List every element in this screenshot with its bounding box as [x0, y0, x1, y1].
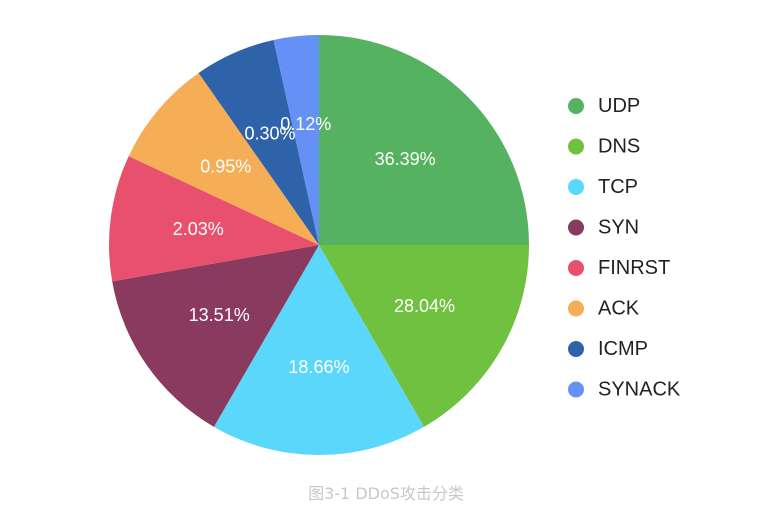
legend-marker-icmp — [568, 341, 584, 357]
legend-marker-syn — [568, 219, 584, 236]
pie-slice-tcp — [213, 245, 424, 455]
pie-slice-synack — [273, 35, 319, 245]
slice-label-dns: 28.04% — [394, 296, 455, 316]
figure-caption: 图3-1 DDoS攻击分类 — [308, 484, 464, 503]
slice-label-syn: 13.51% — [189, 305, 250, 325]
legend: UDP DNS TCP SYN FINRST ACK ICMP SYNACK — [568, 95, 681, 401]
slice-label-icmp: 0.30% — [244, 124, 295, 144]
legend-marker-tcp — [568, 179, 584, 195]
legend-marker-udp — [568, 98, 584, 114]
slice-label-ack: 0.95% — [200, 157, 251, 177]
legend-marker-ack — [568, 300, 584, 317]
slice-label-synack: 0.12% — [280, 114, 331, 134]
legend-label-icmp: ICMP — [598, 338, 648, 360]
pie-slice-ack — [128, 72, 319, 245]
legend-marker-finrst — [568, 260, 584, 276]
legend-label-dns: DNS — [598, 136, 640, 158]
pie-slice-syn — [112, 245, 319, 427]
legend-marker-dns — [568, 138, 584, 155]
legend-label-synack: SYNACK — [598, 379, 681, 401]
slice-label-udp: 36.39% — [375, 149, 436, 169]
slice-label-finrst: 2.03% — [173, 219, 224, 239]
pie-slice-labels: 36.39% 28.04% 18.66% 13.51% 2.03% 0.95% 0.30%0… — [173, 114, 455, 377]
pie-slice-dns — [319, 245, 529, 427]
pie-slice-icmp — [198, 39, 319, 245]
legend-marker-synack — [568, 381, 584, 398]
pie-slices — [108, 35, 529, 455]
legend-label-syn: SYN — [598, 217, 639, 239]
slice-label-tcp: 18.66% — [288, 357, 349, 377]
pie-slice-udp — [319, 35, 529, 245]
pie-slice-finrst — [108, 156, 319, 282]
legend-label-udp: UDP — [598, 95, 640, 117]
legend-label-tcp: TCP — [598, 176, 638, 198]
legend-label-finrst: FINRST — [598, 257, 670, 279]
legend-label-ack: ACK — [598, 298, 640, 320]
